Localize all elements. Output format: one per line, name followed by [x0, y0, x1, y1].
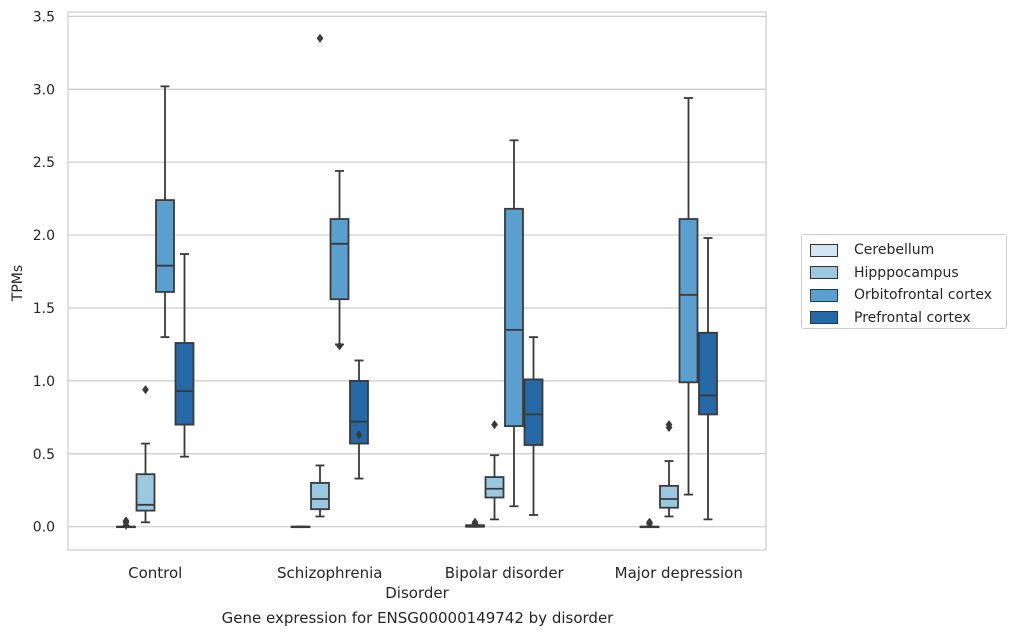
x-tick-label: Schizophrenia — [277, 564, 382, 582]
boxes — [116, 33, 718, 530]
y-tick-label: 3.0 — [33, 82, 55, 98]
y-tick-labels: 0.0 0.5 1.0 1.5 2.0 2.5 3.0 3.5 — [33, 9, 55, 535]
box-body — [155, 199, 175, 293]
legend-swatch-orbitofrontal-cortex — [810, 288, 838, 302]
box-orbitofrontal-cortex-bipolar-disorder — [504, 139, 524, 508]
box-body — [349, 379, 369, 445]
x-tick-label: Bipolar disorder — [445, 564, 565, 582]
box-hipppocampus-major-depression — [659, 420, 679, 518]
legend-item-hippocampus: Hipppocampus — [810, 262, 1006, 285]
box-prefrontal-cortex-control — [174, 253, 195, 458]
legend-label-orbitofrontal-cortex: Orbitofrontal cortex — [854, 287, 992, 304]
box-prefrontal-cortex-major-depression — [698, 237, 718, 521]
box-hipppocampus-control — [135, 385, 156, 524]
box-hipppocampus-schizophrenia — [310, 33, 330, 518]
x-tick-label: Control — [128, 564, 182, 582]
box-body — [310, 482, 330, 511]
y-tick-label: 1.0 — [33, 374, 55, 390]
outlier-point — [665, 420, 673, 430]
y-tick-label: 2.0 — [33, 228, 55, 244]
x-axis-label: Disorder — [385, 584, 449, 602]
box-body — [174, 342, 195, 426]
outlier-point — [646, 517, 653, 527]
legend-item-orbitofrontal-cortex: Orbitofrontal cortex — [810, 284, 1006, 307]
box-orbitofrontal-cortex-schizophrenia — [329, 170, 350, 351]
legend-label-cerebellum: Cerebellum — [854, 242, 935, 259]
box-body — [135, 473, 156, 512]
box-body — [523, 378, 544, 446]
outlier-point — [336, 341, 343, 351]
plot-frame — [67, 11, 767, 551]
box-prefrontal-cortex-schizophrenia — [349, 359, 369, 480]
legend-item-cerebellum: Cerebellum — [810, 239, 1006, 262]
box-cerebellum-schizophrenia — [290, 525, 311, 529]
legend-label-prefrontal-cortex: Prefrontal cortex — [854, 309, 971, 326]
y-axis-label: TPMs — [10, 265, 26, 302]
y-tick-label: 3.5 — [33, 9, 55, 25]
box-body — [698, 331, 718, 416]
box-orbitofrontal-cortex-control — [155, 85, 175, 339]
outlier-point — [142, 385, 149, 395]
legend-swatch-prefrontal-cortex — [810, 311, 838, 325]
y-tick-label: 0.0 — [33, 520, 55, 536]
chart-caption: Gene expression for ENSG00000149742 by d… — [221, 609, 614, 627]
box-cerebellum-control — [116, 516, 136, 530]
outlier-point — [491, 420, 498, 430]
box-cerebellum-bipolar-disorder — [465, 517, 485, 529]
box-body — [329, 218, 350, 301]
outlier-point — [316, 33, 324, 43]
box-prefrontal-cortex-bipolar-disorder — [523, 336, 544, 516]
box-body — [659, 484, 679, 509]
legend-swatch-cerebellum — [810, 243, 838, 257]
box-orbitofrontal-cortex-major-depression — [678, 97, 699, 496]
y-tick-label: 2.5 — [33, 155, 55, 171]
legend: Cerebellum Hipppocampus Orbitofrontal co… — [801, 234, 1007, 329]
legend-label-hippocampus: Hipppocampus — [854, 264, 959, 281]
x-tick-labels: Control Schizophrenia Bipolar disorder Majo… — [128, 564, 743, 582]
outlier-point — [122, 516, 130, 526]
x-tick-label: Major depression — [615, 564, 743, 582]
box-hipppocampus-bipolar-disorder — [484, 420, 505, 521]
box-cerebellum-major-depression — [639, 517, 660, 529]
box-body — [484, 476, 505, 499]
box-body — [678, 218, 699, 384]
outlier-point — [471, 517, 479, 527]
outlier-point — [355, 430, 363, 440]
y-tick-label: 1.5 — [33, 301, 55, 317]
legend-swatch-hippocampus — [810, 266, 838, 280]
y-tick-label: 0.5 — [33, 447, 55, 463]
box-body — [504, 207, 524, 427]
legend-item-prefrontal-cortex: Prefrontal cortex — [810, 307, 1006, 330]
